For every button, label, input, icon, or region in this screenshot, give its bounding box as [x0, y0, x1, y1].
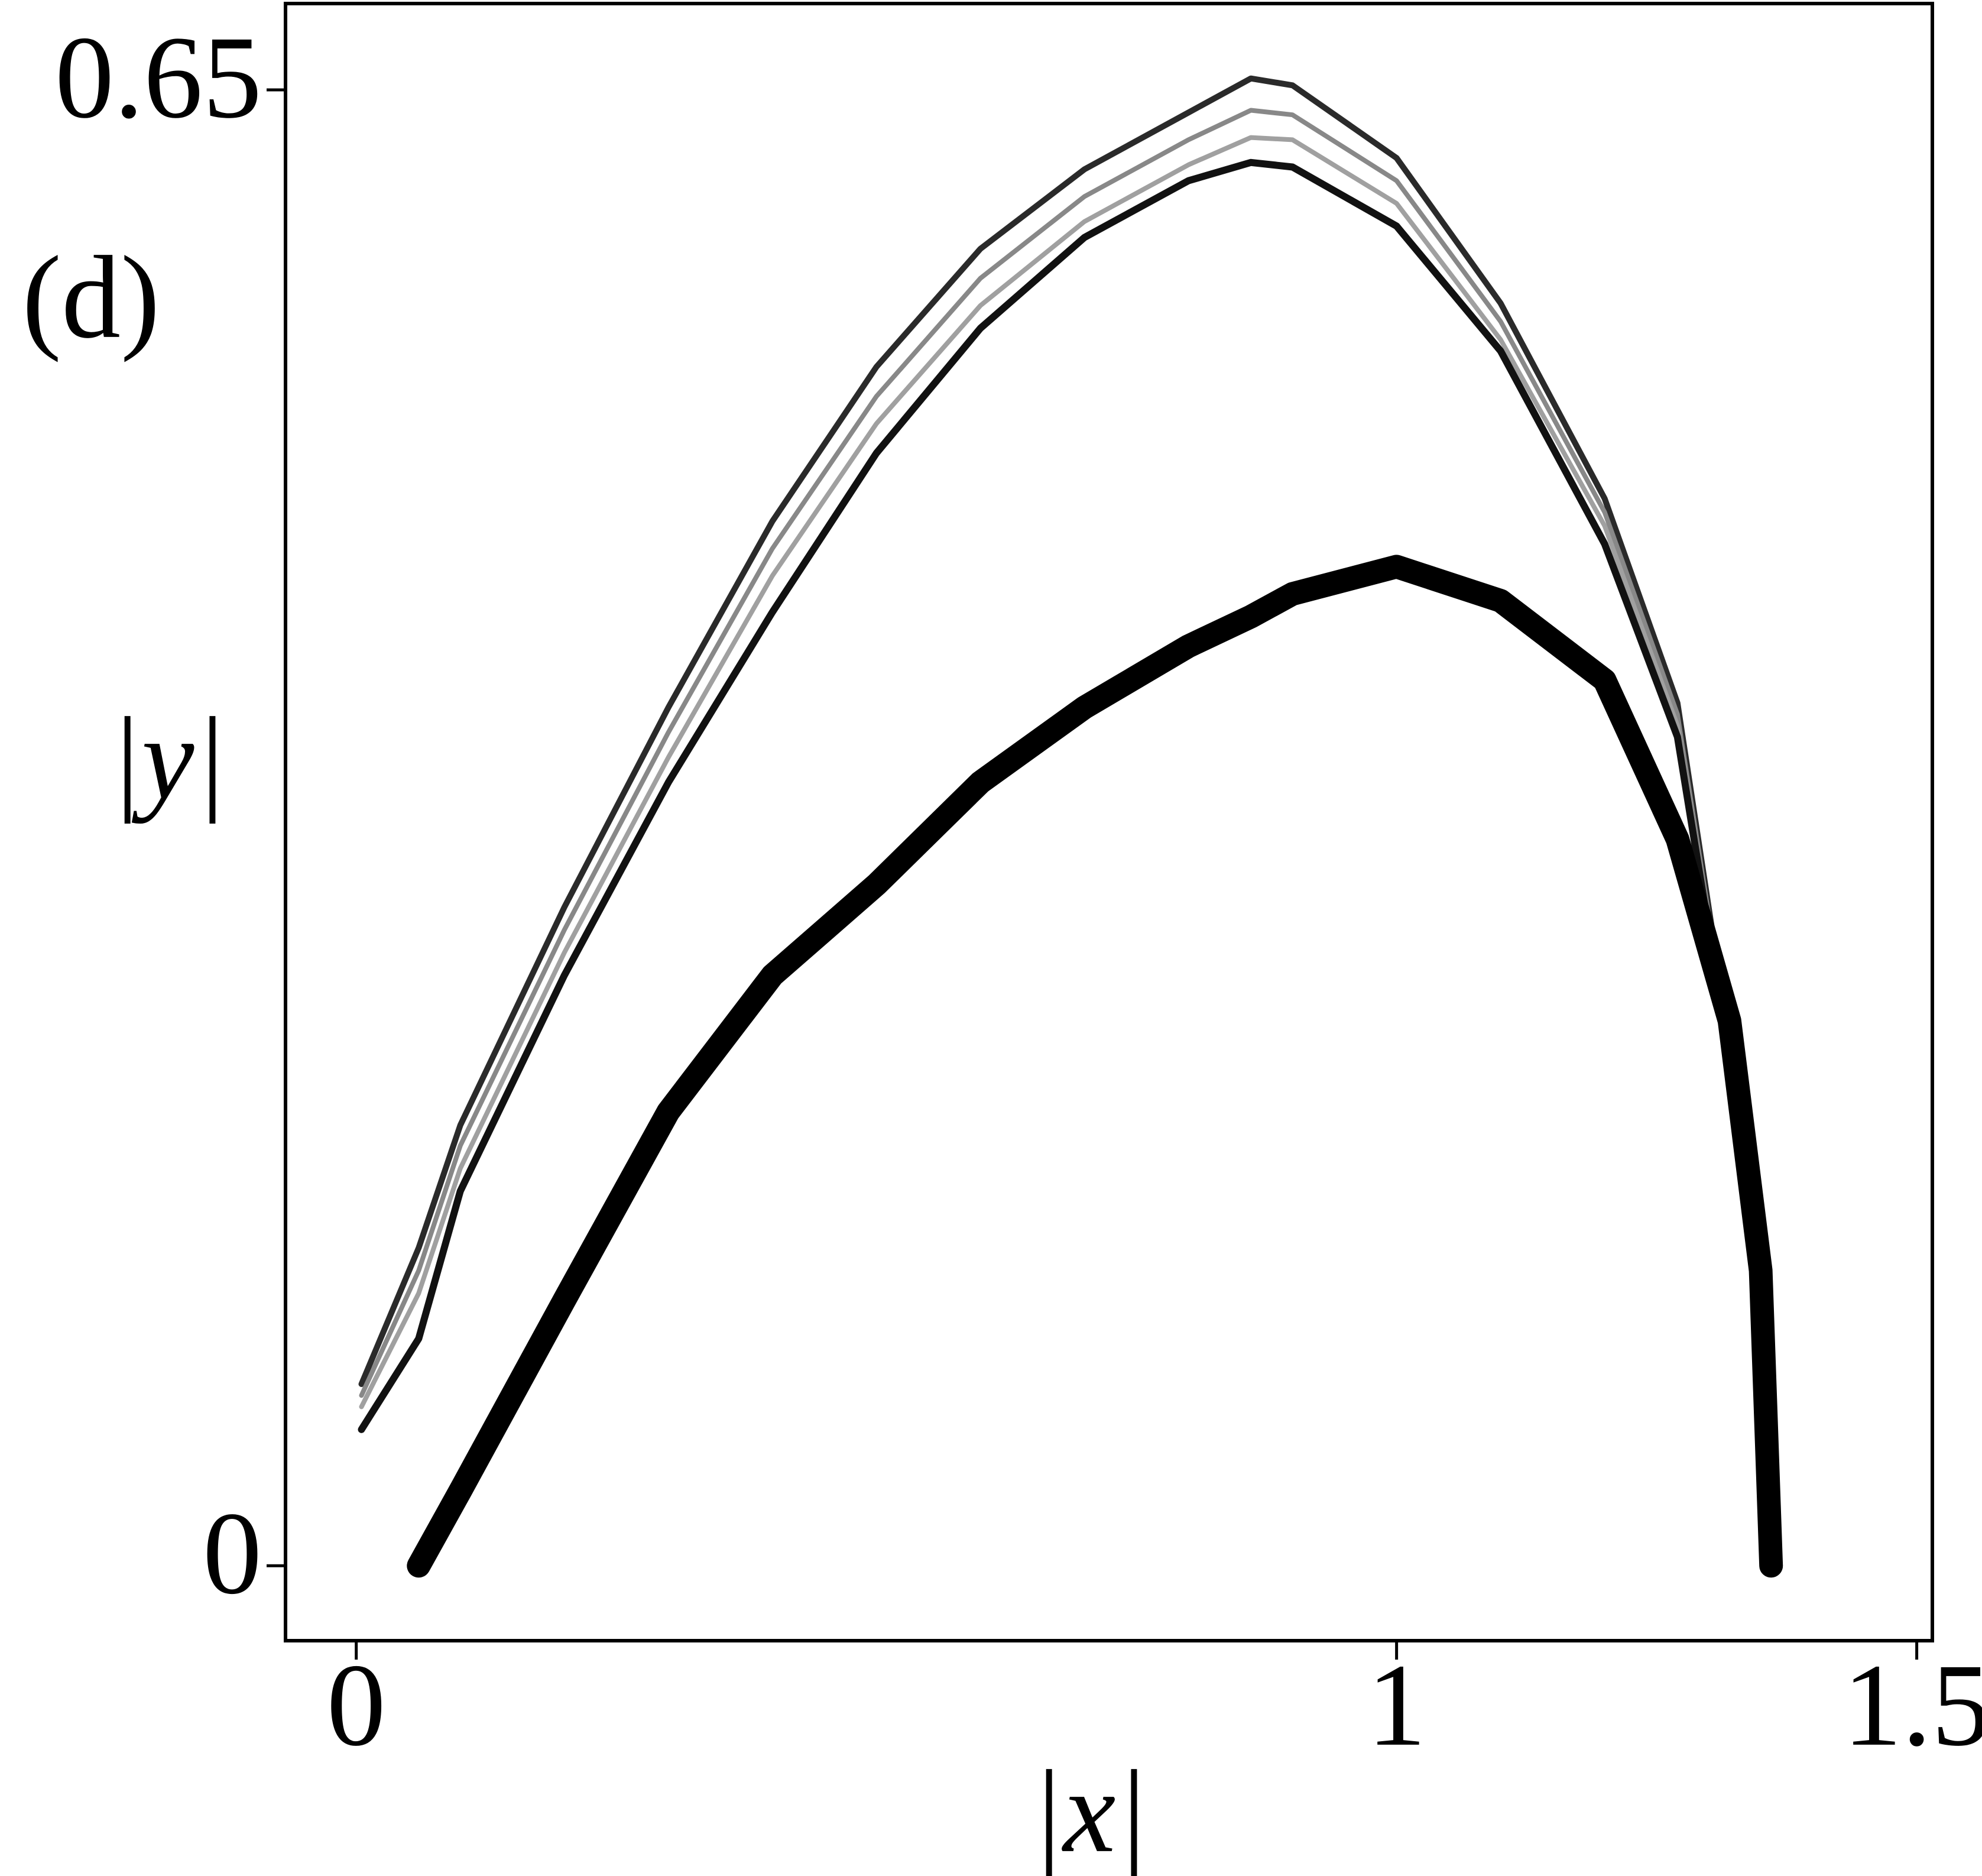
trajectory-line — [358, 158, 1775, 1570]
panel-label: (d) — [22, 232, 160, 363]
x-tick-label: 1.5 — [1843, 1640, 1982, 1771]
y-tick-label: 0.65 — [55, 12, 262, 143]
x-tick-label: 1 — [1367, 1640, 1426, 1771]
y-axis-label: |y| — [109, 694, 227, 824]
x-tick-label: 0 — [327, 1640, 386, 1771]
x-axis-label: |x| — [1031, 1747, 1149, 1876]
trajectory-line — [407, 555, 1783, 1578]
trajectory-line — [359, 108, 1774, 1569]
axes-frame — [284, 2, 1934, 1642]
plot-area — [358, 75, 1783, 1578]
y-tick-label: 0 — [203, 1488, 262, 1619]
trajectory-line — [358, 75, 1775, 1569]
trajectory-line — [359, 135, 1774, 1569]
